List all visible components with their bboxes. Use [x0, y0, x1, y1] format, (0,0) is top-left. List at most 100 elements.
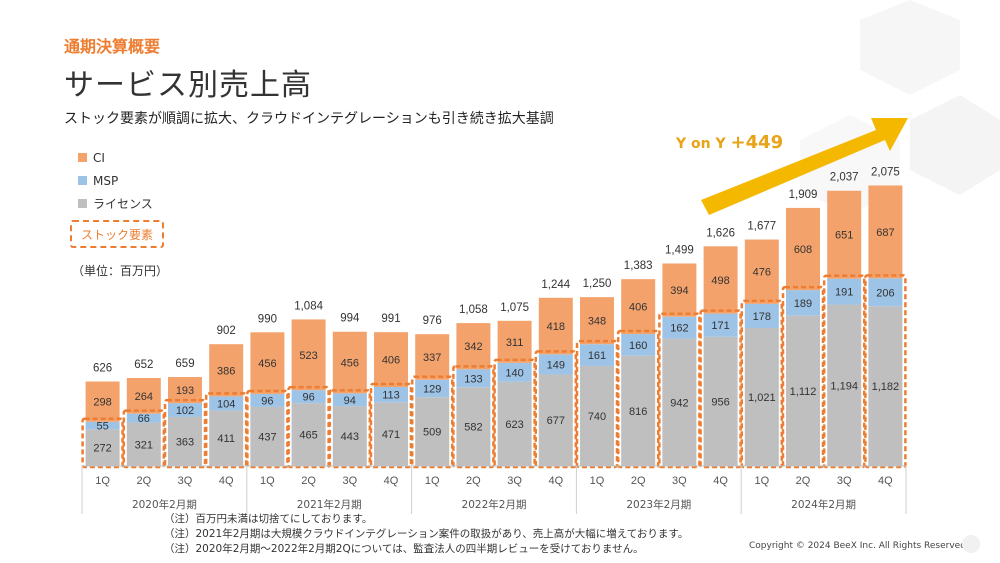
data-label-ci: 523	[299, 350, 317, 362]
data-label-ci: 476	[753, 267, 771, 279]
data-label-msp: 178	[753, 311, 771, 323]
data-label-ci: 498	[711, 275, 729, 287]
x-group-label: 2020年2月期	[132, 498, 197, 511]
page-title: サービス別売上高	[64, 68, 312, 103]
bar-msp	[332, 393, 367, 407]
chart-legend: CI MSP ライセンス	[78, 146, 153, 215]
bar-ci	[497, 320, 532, 363]
bar-msp	[786, 290, 820, 316]
bar-license	[538, 374, 573, 466]
bar-license	[126, 422, 161, 466]
data-label-license: 677	[547, 415, 565, 427]
bar-msp	[250, 393, 285, 407]
bar-ci	[744, 239, 779, 304]
stock-outline	[699, 309, 742, 469]
stock-outline	[740, 299, 784, 469]
x-tick-label: 4Q	[219, 475, 234, 487]
x-tick-label: 1Q	[425, 475, 440, 487]
x-tick-label: 1Q	[754, 475, 769, 487]
data-label-total: 994	[340, 313, 360, 325]
data-label-license: 471	[382, 429, 400, 441]
bar-ci	[580, 297, 614, 345]
bar-msp	[538, 354, 573, 375]
bar-msp	[291, 390, 326, 404]
legend-swatch-license	[78, 199, 87, 208]
data-label-ci: 687	[876, 227, 894, 239]
bar-ci	[538, 297, 573, 355]
data-label-total: 652	[134, 359, 153, 371]
bar-ci	[786, 207, 820, 291]
bar-msp	[868, 278, 903, 307]
legend-item-ci: CI	[78, 146, 153, 169]
bar-license	[250, 406, 285, 466]
x-tick-label: 4Q	[878, 475, 893, 487]
bar-msp	[415, 379, 450, 398]
bar-license	[209, 410, 244, 466]
data-label-msp: 133	[464, 373, 482, 385]
data-label-license: 437	[258, 431, 276, 443]
bar-license	[580, 365, 614, 466]
bar-license	[85, 429, 120, 466]
data-label-ci: 342	[464, 341, 482, 353]
data-label-msp: 149	[547, 359, 565, 371]
data-label-total: 2,037	[830, 172, 859, 184]
bar-msp	[827, 278, 862, 305]
data-label-license: 509	[423, 427, 441, 439]
data-label-license: 465	[299, 430, 317, 442]
bar-ci	[250, 332, 285, 394]
footnote: （注）百万円未満は切捨てにしております。	[164, 513, 373, 525]
unit-label: （単位：百万円）	[72, 264, 169, 278]
data-label-ci: 608	[794, 244, 812, 256]
data-label-ci: 406	[629, 302, 647, 314]
data-label-msp: 161	[588, 350, 606, 362]
data-label-total: 1,058	[459, 304, 488, 316]
yoy-value: +449	[730, 132, 784, 153]
data-label-license: 272	[93, 443, 111, 455]
bar-license	[415, 397, 450, 466]
stock-outline	[534, 350, 578, 469]
bar-license	[744, 327, 779, 466]
legend-swatch-ci	[78, 153, 87, 162]
stock-outline	[163, 398, 207, 469]
bar-ci	[332, 331, 367, 394]
bar-license	[332, 406, 367, 466]
x-group-label: 2024年2月期	[791, 498, 856, 511]
data-label-msp: 162	[670, 323, 688, 335]
bar-ci	[703, 246, 738, 314]
x-tick-label: 3Q	[672, 475, 687, 487]
stock-outline	[369, 382, 413, 469]
bar-msp	[85, 421, 120, 430]
data-label-msp: 189	[794, 298, 812, 310]
data-label-license: 956	[711, 396, 729, 408]
bar-ci	[621, 279, 656, 335]
bar-msp	[168, 403, 202, 417]
bar-ci	[456, 323, 491, 370]
data-label-msp: 96	[302, 392, 314, 404]
bar-ci	[827, 190, 862, 279]
data-label-msp: 160	[629, 340, 647, 352]
x-tick-label: 4Q	[548, 475, 563, 487]
x-group-label: 2023年2月期	[626, 498, 691, 511]
bar-ci	[291, 319, 326, 391]
data-label-license: 816	[629, 406, 647, 418]
footnotes: （注）百万円未満は切捨てにしております。 （注）2021年2月期は大規模クラウド…	[164, 512, 688, 557]
data-label-total: 1,075	[500, 302, 529, 314]
data-label-total: 991	[381, 313, 400, 325]
x-tick-label: 2Q	[466, 475, 481, 487]
x-tick-label: 1Q	[95, 475, 110, 487]
data-label-license: 942	[670, 397, 688, 409]
data-label-total: 1,909	[789, 189, 818, 201]
data-label-total: 1,626	[706, 227, 735, 239]
data-label-license: 1,112	[790, 386, 817, 398]
data-label-ci: 337	[423, 352, 441, 364]
yoy-label: Y on Y	[676, 136, 731, 152]
x-tick-label: 4Q	[713, 475, 728, 487]
data-label-ci: 264	[135, 391, 153, 403]
bar-msp	[744, 303, 779, 328]
legend-item-msp: MSP	[78, 169, 153, 192]
legend-swatch-msp	[78, 176, 87, 185]
bar-ci	[868, 185, 903, 279]
legend-label-ci: CI	[93, 150, 105, 165]
bar-license	[786, 315, 820, 466]
bar-license	[497, 381, 532, 466]
